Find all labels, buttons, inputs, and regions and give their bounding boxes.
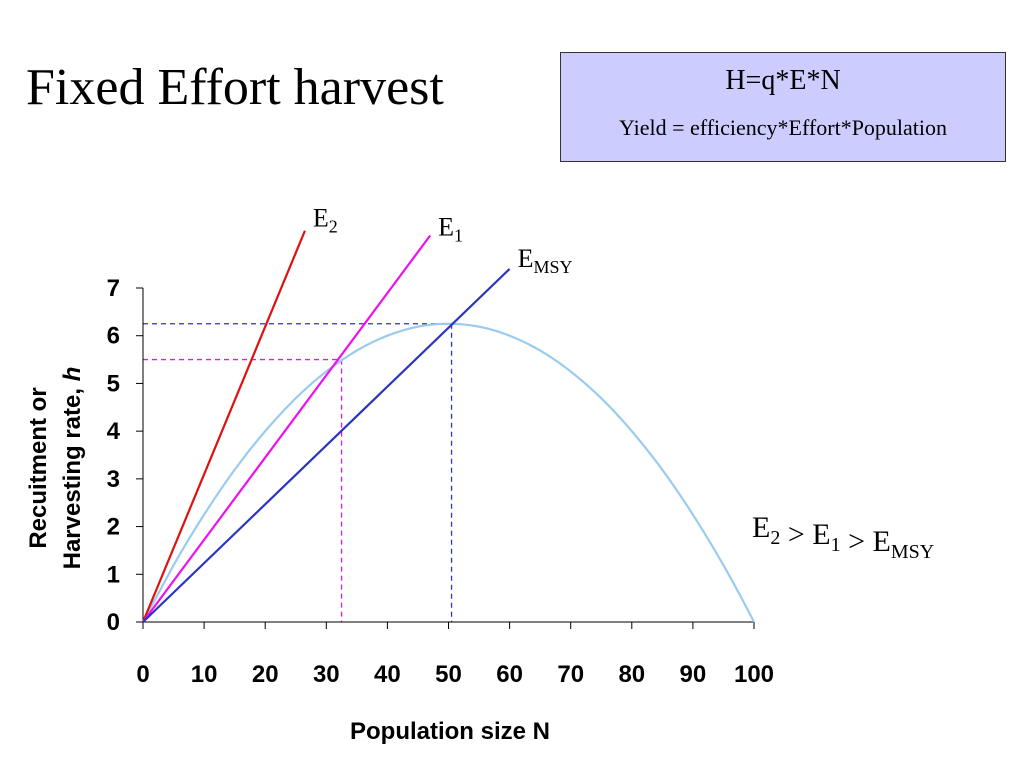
x-tick-label: 50 <box>435 661 462 688</box>
y-tick-label: 3 <box>107 466 120 493</box>
y-tick-label: 0 <box>107 609 120 636</box>
y-tick-label: 1 <box>107 561 120 588</box>
formula-box: H=q*E*N Yield = efficiency*Effort*Popula… <box>560 52 1006 162</box>
formula-main: H=q*E*N <box>725 65 841 96</box>
effort-line-e1 <box>142 234 432 623</box>
x-tick-label: 0 <box>136 661 149 688</box>
effort-line-emsy <box>142 268 511 623</box>
y-axis-label-line1: Recuitment or <box>25 387 52 548</box>
effort-inequality: E2 > E1 > EMSY <box>752 511 934 563</box>
effort-label-e2: E2 <box>313 204 338 237</box>
effort-line-e2 <box>141 230 306 623</box>
x-tick-label: 30 <box>313 661 340 688</box>
y-tick-label: 4 <box>107 418 121 445</box>
x-tick-label: 70 <box>557 661 584 688</box>
x-tick-label: 60 <box>496 661 523 688</box>
x-tick-label: 40 <box>374 661 401 688</box>
y-tick-label: 2 <box>107 514 120 541</box>
x-tick-label: 100 <box>734 661 774 688</box>
y-tick-label: 7 <box>107 275 120 302</box>
y-tick-label: 6 <box>107 323 120 350</box>
formula-sub: Yield = efficiency*Effort*Population <box>618 115 948 140</box>
effort-label-emsy: EMSY <box>518 244 573 277</box>
x-tick-label: 90 <box>680 661 707 688</box>
x-axis-label: Population size N <box>350 718 550 745</box>
y-tick-label: 5 <box>107 370 120 397</box>
x-tick-label: 10 <box>191 661 218 688</box>
x-tick-label: 20 <box>252 661 279 688</box>
x-tick-label: 80 <box>618 661 645 688</box>
recruitment-curve <box>142 322 755 623</box>
slide-title: Fixed Effort harvest <box>26 59 444 116</box>
effort-label-e1: E1 <box>438 213 463 246</box>
y-axis-label-line2: Harvesting rate, h <box>59 367 86 570</box>
